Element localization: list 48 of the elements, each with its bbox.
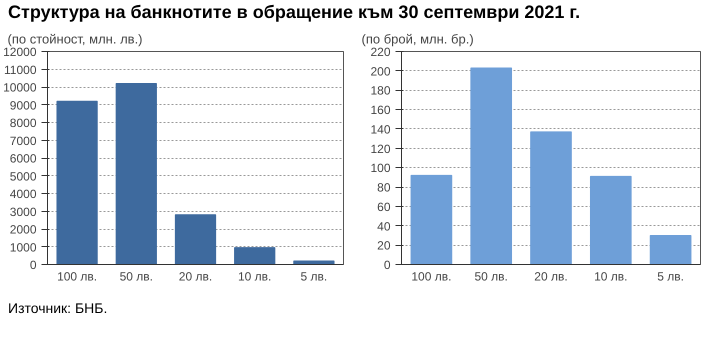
bar [56,100,98,264]
y-tick-label: 80 [377,180,391,195]
x-tick-label: 100 лв. [57,270,98,284]
y-tick-label: 2000 [10,222,37,236]
y-tick-label: 60 [377,200,391,214]
bar [116,82,157,264]
bar [590,176,632,264]
y-tick-label: 20 [377,238,391,253]
y-tick-label: 10000 [3,80,37,94]
x-tick-label: 5 лв. [300,270,328,284]
y-tick-label: 8000 [10,116,37,130]
y-tick-label: 120 [370,142,391,156]
y-tick-label: 12000 [3,45,37,59]
chart-title: Структура на банкнотите в обращение към 30 септември 2021 г. [8,1,580,24]
x-tick-label: 10 лв. [594,270,628,284]
y-tick-label: 40 [377,219,391,234]
x-tick-label: 5 лв. [657,270,684,284]
y-tick-label: 140 [370,122,391,136]
x-tick-label: 20 лв. [534,270,568,284]
bar [410,174,452,264]
y-tick-label: 9000 [10,98,37,112]
y-tick-label: 1000 [10,240,37,254]
bar [530,131,572,264]
y-tick-label: 200 [370,64,391,78]
bar [470,67,512,264]
x-tick-label: 100 лв. [411,270,452,284]
y-tick-label: 5000 [10,169,37,184]
y-tick-label: 4000 [10,187,37,201]
y-tick-label: 11000 [4,62,37,77]
chart-subtitle: (по брой, млн. бр.) [362,32,474,46]
y-tick-label: 0 [384,258,391,272]
text: Източник: БНБ. [8,299,108,318]
y-tick-label: 0 [30,258,37,272]
x-tick-label: 20 лв. [178,270,212,284]
x-tick-label: 50 лв. [120,270,154,284]
chart-subtitle: (по стойност, млн. лв.) [8,32,143,46]
y-tick-label: 180 [370,84,391,98]
bar [234,247,276,264]
y-tick-label: 3000 [10,204,37,219]
y-tick-label: 7000 [10,134,37,148]
y-tick-label: 6000 [10,152,37,166]
bar [174,214,216,264]
x-tick-label: 10 лв. [238,270,272,284]
y-tick-label: 100 [370,161,391,176]
y-tick-label: 220 [370,45,391,59]
y-tick-label: 160 [370,103,391,118]
bar [650,234,692,264]
x-tick-label: 50 лв. [474,270,508,284]
